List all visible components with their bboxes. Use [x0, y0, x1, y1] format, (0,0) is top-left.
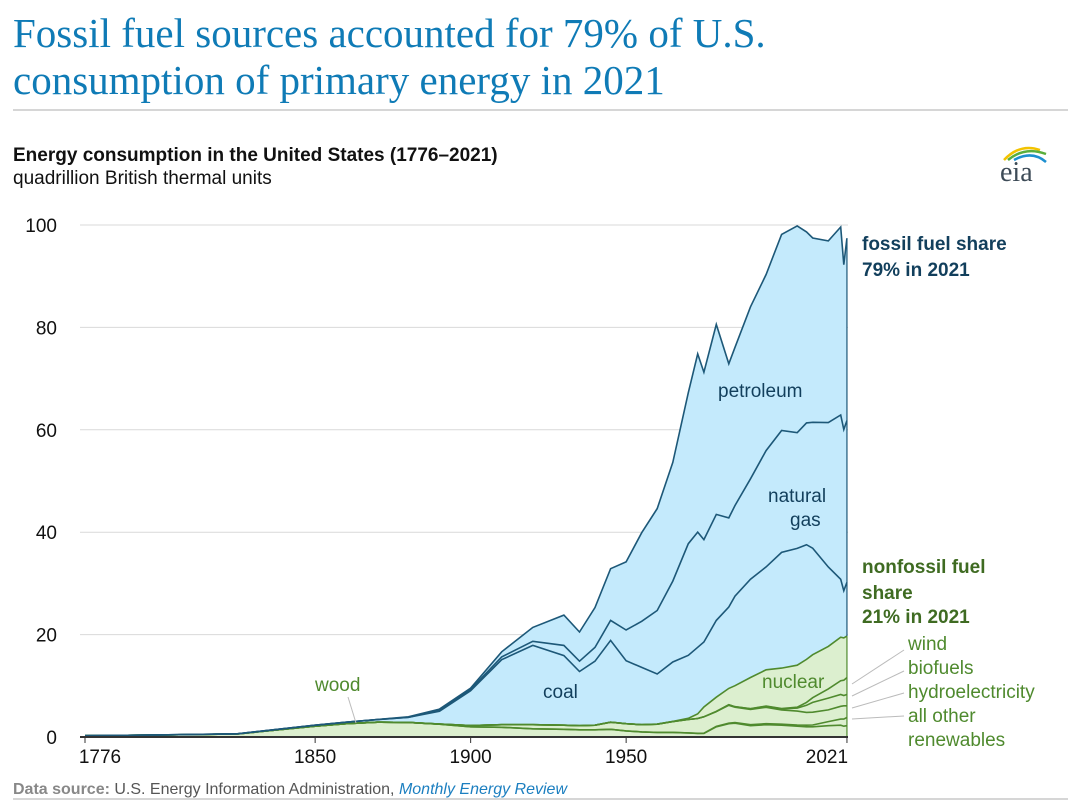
label-wind: wind	[907, 634, 947, 655]
area-natural-gas	[85, 415, 847, 736]
y-tick-label: 60	[36, 421, 57, 442]
label-nuclear: nuclear	[762, 672, 825, 693]
series-lines	[84, 224, 848, 737]
x-tick-label: 1850	[294, 747, 336, 768]
x-tick-label: 2021	[806, 747, 848, 768]
data-source: Data source: U.S. Energy Information Adm…	[13, 781, 568, 798]
x-tick-label: 1900	[449, 747, 491, 768]
chart-title: Energy consumption in the United States …	[13, 145, 498, 166]
x-tick-label: 1950	[605, 747, 647, 768]
label-petroleum: petroleum	[718, 381, 803, 402]
label-natural-gas-1: natural	[768, 486, 826, 507]
line-nuclear	[84, 635, 848, 737]
label-wood: wood	[314, 675, 360, 696]
eia-logo-text: eia	[1000, 157, 1033, 188]
source-label: Data source:	[13, 781, 110, 798]
label-nonfossil-share-value: 21% in 2021	[862, 607, 970, 628]
y-tick-label: 0	[46, 728, 57, 749]
area-hydroelectricity	[85, 705, 847, 736]
y-tick-label: 20	[36, 626, 57, 647]
source-text: U.S. Energy Information Administration,	[110, 781, 399, 798]
label-fossil-share: fossil fuel share	[862, 234, 1007, 255]
label-fossil-share-value: 79% in 2021	[862, 260, 970, 281]
label-all-other-2: renewables	[908, 730, 1005, 751]
y-axis-unit: quadrillion British thermal units	[13, 168, 272, 189]
label-coal: coal	[543, 682, 578, 703]
y-tick-label: 80	[36, 318, 57, 339]
label-biofuels: biofuels	[908, 658, 974, 679]
label-natural-gas-2: gas	[790, 510, 821, 531]
axes: 0 20 40 60 80 100 1776 1850 1900 1950 2021	[25, 216, 848, 768]
annotations: petroleum natural gas coal wood nuclear …	[314, 234, 1035, 751]
area-wood	[85, 722, 847, 737]
y-tick-label: 40	[36, 523, 57, 544]
label-nonfossil-share-1: nonfossil fuel	[862, 557, 986, 578]
eia-logo: eia	[1000, 146, 1047, 188]
area-coal	[85, 544, 847, 736]
label-hydroelectricity: hydroelectricity	[908, 682, 1035, 703]
line-petroleum	[84, 224, 848, 737]
area-petroleum	[85, 225, 847, 736]
stacked-areas	[85, 225, 847, 737]
x-tick-label: 1776	[79, 747, 121, 768]
page-title-line1: Fossil fuel sources accounted for 79% of…	[13, 10, 766, 56]
y-tick-label: 100	[25, 216, 57, 237]
page-title-line2: consumption of primary energy in 2021	[13, 57, 665, 103]
label-nonfossil-share-2: share	[862, 583, 913, 604]
label-all-other-1: all other	[908, 706, 976, 727]
source-link[interactable]: Monthly Energy Review	[399, 781, 569, 798]
